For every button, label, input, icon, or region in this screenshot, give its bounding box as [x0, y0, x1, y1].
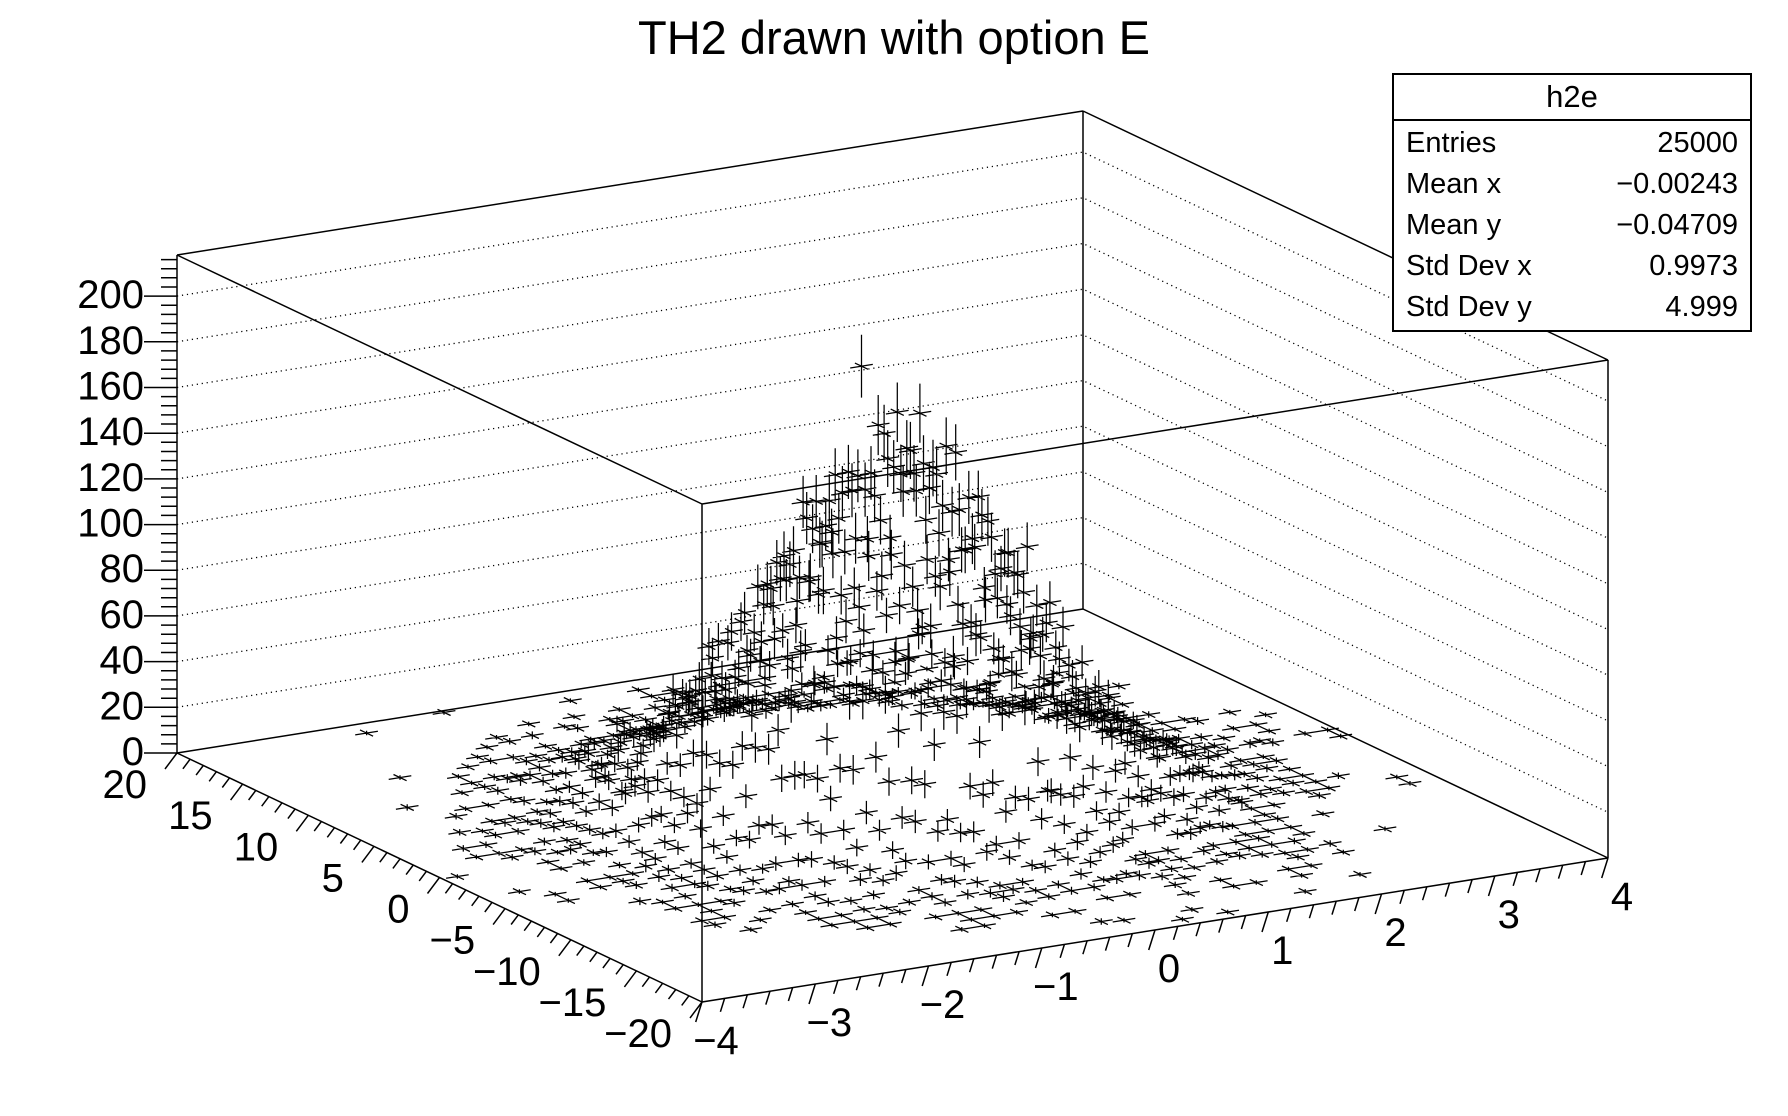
stats-label: Std Dev x: [1406, 250, 1532, 282]
y-tick-label: 5: [322, 856, 344, 900]
stats-label: Mean y: [1406, 209, 1502, 241]
y-tick-label: −10: [473, 950, 541, 994]
stats-box-rows: Entries 25000 Mean x −0.00243 Mean y −0.04709…: [1394, 121, 1750, 330]
z-tick-label: 120: [77, 456, 144, 500]
x-tick-label: 4: [1611, 875, 1633, 919]
z-tick-label: 200: [77, 273, 144, 317]
z-tick-label: 180: [77, 319, 144, 363]
stats-value: 25000: [1657, 127, 1738, 159]
stats-value: −0.00243: [1616, 168, 1738, 200]
y-tick-label: 0: [387, 888, 409, 932]
x-tick-label: 0: [1158, 947, 1180, 991]
stats-label: Mean x: [1406, 168, 1502, 200]
x-tick-label: −1: [1033, 965, 1079, 1009]
y-tick-label: −15: [539, 981, 607, 1025]
z-tick-label: 140: [77, 410, 144, 454]
stats-value: −0.04709: [1616, 209, 1738, 241]
y-tick-label: 10: [234, 825, 279, 869]
stats-box-title: h2e: [1394, 75, 1750, 121]
z-tick-label: 100: [77, 502, 144, 546]
stats-value: 4.999: [1665, 291, 1738, 323]
x-tick-label: −3: [806, 1001, 852, 1045]
plot-title: TH2 drawn with option E: [637, 11, 1151, 64]
axis-ticks: [144, 258, 1609, 1023]
stats-box: h2e Entries 25000 Mean x −0.00243 Mean y −0.0…: [1392, 73, 1752, 332]
stats-value: 0.9973: [1649, 250, 1738, 282]
y-tick-label: 20: [103, 763, 148, 807]
z-tick-label: 60: [100, 593, 145, 637]
x-tick-label: 1: [1271, 929, 1293, 973]
stats-label: Std Dev y: [1406, 291, 1532, 323]
stats-row: Std Dev x 0.9973: [1406, 252, 1738, 281]
stats-row: Entries 25000: [1406, 129, 1738, 158]
z-tick-label: 0: [122, 730, 144, 774]
z-tick-label: 20: [100, 684, 145, 728]
x-tick-label: −4: [693, 1019, 739, 1063]
x-tick-label: 3: [1498, 893, 1520, 937]
y-tick-label: 15: [168, 794, 213, 838]
z-tick-label: 80: [100, 547, 145, 591]
y-tick-label: −5: [429, 919, 475, 963]
z-tick-label: 40: [100, 639, 145, 683]
stats-row: Mean y −0.04709: [1406, 211, 1738, 240]
stats-row: Mean x −0.00243: [1406, 170, 1738, 199]
x-tick-label: 2: [1384, 911, 1406, 955]
x-axis-labels: −4 −3 −2 −1 0 1 2 3 4: [693, 875, 1633, 1063]
error-bar-points: [355, 334, 1422, 934]
x-tick-label: −2: [920, 983, 966, 1027]
y-axis-labels: 20 15 10 50 −5−10−15−20: [103, 763, 673, 1056]
stats-label: Entries: [1406, 127, 1497, 159]
z-tick-label: 160: [77, 365, 144, 409]
stats-row: Std Dev y 4.999: [1406, 293, 1738, 322]
y-tick-label: −20: [604, 1012, 672, 1056]
